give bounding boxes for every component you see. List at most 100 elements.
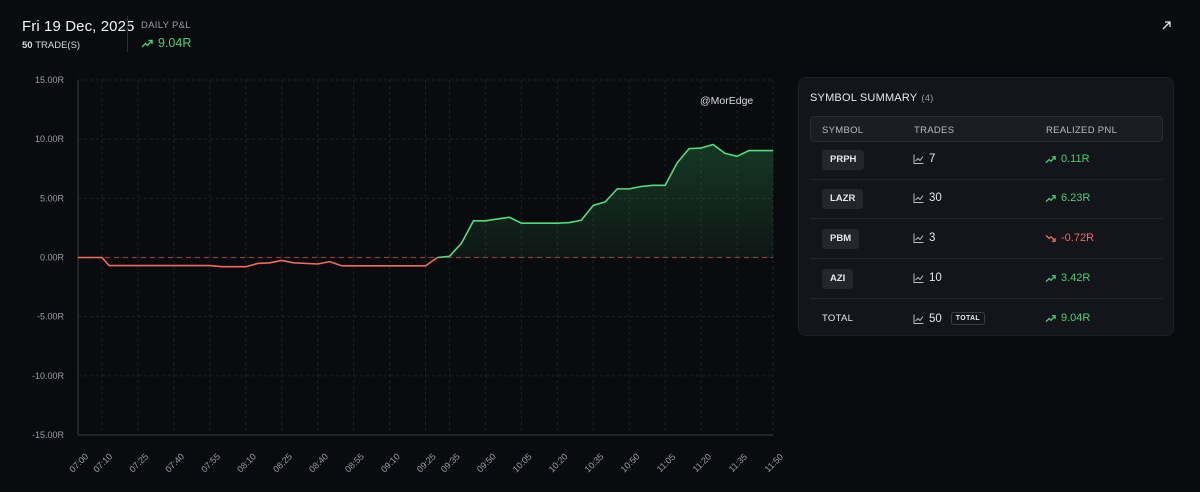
- pnl-data-point[interactable]: [387, 263, 393, 269]
- pnl-data-point[interactable]: [351, 263, 357, 269]
- pnl-data-point[interactable]: [135, 263, 141, 269]
- pnl-data-point[interactable]: [255, 260, 261, 266]
- x-tick-label: 08:10: [235, 451, 258, 474]
- x-tick-label: 11:05: [655, 452, 678, 475]
- daily-pnl-value-row: 9.04R: [141, 36, 191, 50]
- pnl-line-positive: [437, 143, 773, 259]
- pnl-line-negative: [78, 256, 438, 268]
- pnl-data-point[interactable]: [686, 146, 692, 152]
- symbol-badge[interactable]: PBM: [822, 229, 860, 249]
- x-tick-label: 10:20: [547, 451, 570, 474]
- pnl-data-point[interactable]: [554, 220, 560, 226]
- header-divider: [127, 16, 128, 52]
- line-chart-icon: [913, 273, 924, 283]
- trend-up-icon: [1045, 155, 1056, 163]
- summary-row-prph[interactable]: PRPH 7 0.11R: [810, 140, 1163, 180]
- trend-up-icon: [1045, 194, 1056, 202]
- pnl-data-point[interactable]: [650, 182, 656, 188]
- pnl-data-point[interactable]: [339, 263, 345, 269]
- trades-cell: 30: [913, 192, 942, 204]
- trend-up-icon: [1045, 274, 1056, 282]
- pnl-data-point[interactable]: [434, 255, 440, 261]
- pnl-data-point[interactable]: [722, 150, 728, 156]
- y-tick-label: 5.00R: [40, 193, 65, 203]
- x-tick-label: 11:50: [763, 452, 786, 475]
- line-chart-icon: [913, 193, 924, 203]
- symbol-summary-panel: SYMBOL SUMMARY (4) SYMBOL TRADES REALIZED…: [798, 77, 1174, 336]
- pnl-data-point[interactable]: [602, 199, 608, 205]
- total-trades-value: 50: [929, 312, 942, 325]
- summary-table-header: SYMBOL TRADES REALIZED PNL: [810, 116, 1163, 142]
- pnl-data-point[interactable]: [267, 260, 273, 266]
- pnl-data-point[interactable]: [734, 153, 740, 159]
- pnl-data-point[interactable]: [219, 264, 225, 270]
- trend-up-icon: [1045, 314, 1056, 322]
- header: Fri 19 Dec, 2025 50 TRADE(S) DAILY P&L 9…: [0, 0, 1200, 62]
- pnl-data-point[interactable]: [566, 220, 572, 226]
- total-badge: TOTAL: [950, 312, 985, 325]
- pnl-data-point[interactable]: [423, 263, 429, 269]
- pnl-data-point[interactable]: [758, 148, 764, 154]
- pnl-data-point[interactable]: [746, 148, 752, 154]
- daily-pnl: DAILY P&L 9.04R: [141, 20, 191, 50]
- pnl-data-point[interactable]: [482, 218, 488, 224]
- pnl-data-point[interactable]: [411, 263, 417, 269]
- pnl-data-point[interactable]: [770, 148, 776, 154]
- symbol-summary-title: SYMBOL SUMMARY (4): [810, 92, 934, 104]
- realized-pnl-cell: 3.42R: [1045, 272, 1090, 284]
- date-label: Fri 19 Dec, 2025: [22, 18, 135, 35]
- pnl-data-point[interactable]: [698, 145, 704, 151]
- pnl-data-point[interactable]: [578, 217, 584, 223]
- line-chart-icon: [913, 154, 924, 164]
- trades-count: 50 TRADE(S): [22, 40, 135, 51]
- pnl-data-point[interactable]: [662, 182, 668, 188]
- pnl-data-point[interactable]: [518, 220, 524, 226]
- pnl-data-point[interactable]: [506, 214, 512, 220]
- pnl-data-point[interactable]: [279, 257, 285, 263]
- y-tick-label: 10.00R: [35, 134, 65, 144]
- pnl-data-point[interactable]: [710, 141, 716, 147]
- realized-pnl-value: 0.11R: [1061, 153, 1090, 165]
- y-tick-label: -15.00R: [32, 430, 65, 440]
- pnl-data-point[interactable]: [99, 255, 105, 261]
- pnl-data-point[interactable]: [315, 261, 321, 267]
- summary-row-pbm[interactable]: PBM 3 -0.72R: [810, 219, 1163, 259]
- pnl-data-point[interactable]: [674, 160, 680, 166]
- y-tick-label: -10.00R: [32, 371, 65, 381]
- summary-row-lazr[interactable]: LAZR 30 6.23R: [810, 179, 1163, 219]
- pnl-data-point[interactable]: [458, 240, 464, 246]
- symbol-badge[interactable]: PRPH: [822, 150, 865, 170]
- x-tick-label: 08:40: [307, 451, 330, 474]
- trades-cell: 3: [913, 232, 935, 244]
- line-chart-icon: [913, 233, 924, 243]
- pnl-data-point[interactable]: [638, 184, 644, 190]
- pnl-data-point[interactable]: [530, 220, 536, 226]
- daily-pnl-label: DAILY P&L: [141, 20, 191, 31]
- symbol-badge[interactable]: LAZR: [822, 189, 864, 209]
- x-tick-label: 09:25: [415, 451, 438, 474]
- symbol-badge[interactable]: AZI: [822, 269, 854, 289]
- pnl-data-point[interactable]: [75, 255, 81, 261]
- pnl-data-point[interactable]: [207, 263, 213, 269]
- pnl-data-point[interactable]: [291, 260, 297, 266]
- pnl-data-point[interactable]: [243, 264, 249, 270]
- x-tick-label: 07:25: [127, 451, 150, 474]
- x-tick-label: 09:50: [475, 451, 498, 474]
- trades-value: 30: [929, 192, 942, 204]
- pnl-data-point[interactable]: [590, 202, 596, 208]
- pnl-data-point[interactable]: [470, 218, 476, 224]
- trades-count-unit: TRADE(S): [35, 40, 81, 51]
- realized-pnl-cell: 0.11R: [1045, 153, 1090, 165]
- pnl-data-point[interactable]: [626, 186, 632, 192]
- arrow-up-right-icon[interactable]: [1160, 18, 1174, 32]
- summary-row-azi[interactable]: AZI 10 3.42R: [810, 259, 1163, 299]
- symbol-summary-title-text: SYMBOL SUMMARY: [810, 92, 918, 104]
- pnl-area-positive: [437, 144, 773, 258]
- pnl-data-point[interactable]: [327, 259, 333, 265]
- pnl-data-point[interactable]: [171, 263, 177, 269]
- total-label: TOTAL: [822, 313, 854, 324]
- line-chart-icon: [913, 314, 924, 324]
- pnl-data-point[interactable]: [614, 186, 620, 192]
- pnl-data-point[interactable]: [106, 263, 112, 269]
- pnl-data-point[interactable]: [446, 253, 452, 259]
